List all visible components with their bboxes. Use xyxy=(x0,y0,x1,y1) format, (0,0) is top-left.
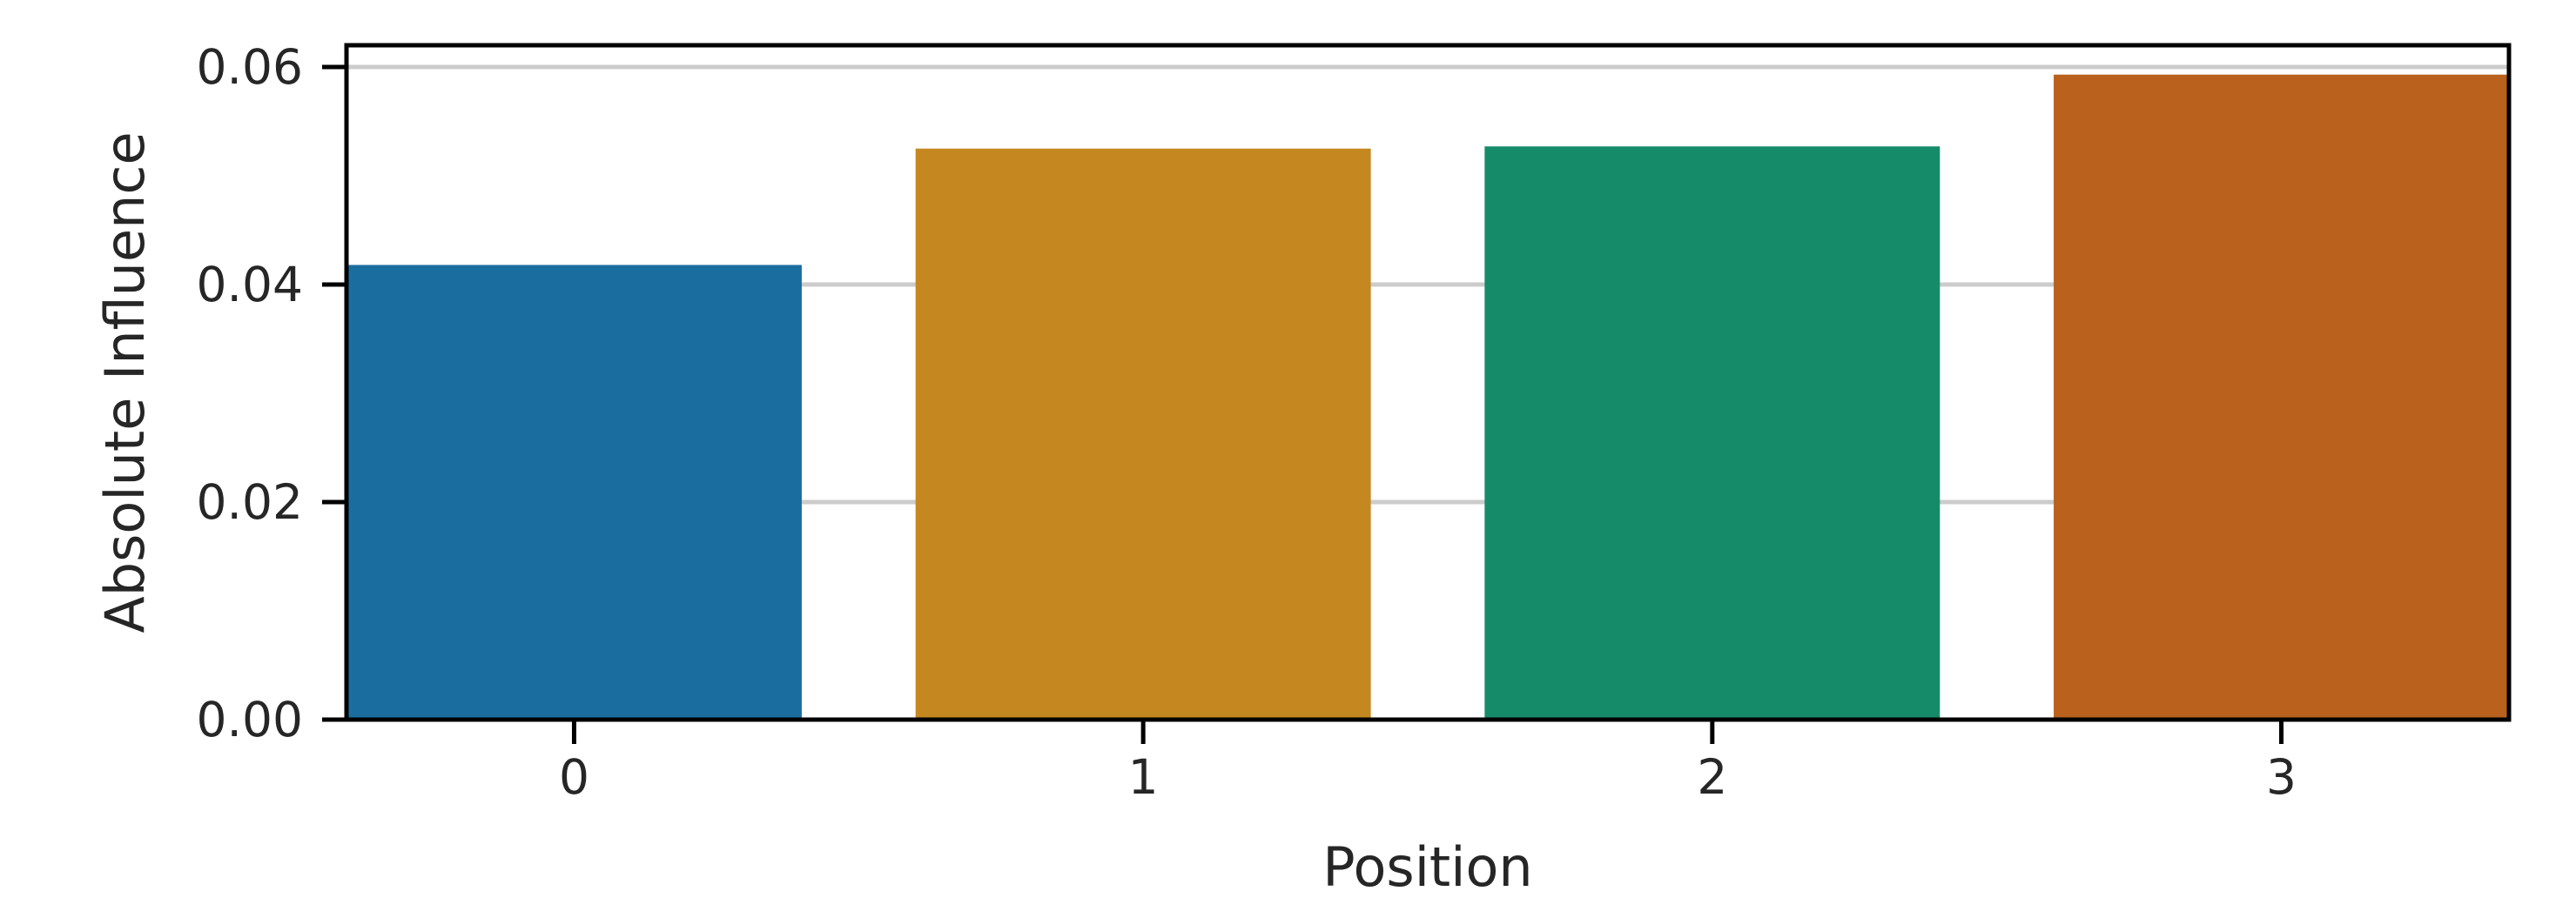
x-axis-label: Position xyxy=(1322,835,1532,899)
x-axis-ticks: 0 1 2 3 xyxy=(559,720,2297,805)
x-tick-label: 1 xyxy=(1128,749,1159,805)
y-tick-label: 0.06 xyxy=(197,39,303,95)
bars xyxy=(346,74,2509,720)
bar-0 xyxy=(346,265,802,720)
plot-frame xyxy=(344,43,2512,722)
bar-3 xyxy=(2054,74,2509,720)
x-tick-label: 0 xyxy=(559,749,589,805)
x-tick-label: 3 xyxy=(2266,749,2297,805)
x-tick-label: 2 xyxy=(1697,749,1727,805)
y-axis-label: Absolute Influence xyxy=(93,131,157,633)
y-tick-label: 0.00 xyxy=(197,692,303,747)
bar-2 xyxy=(1484,146,1940,720)
y-axis-ticks: 0.00 0.02 0.04 0.06 xyxy=(197,39,346,747)
y-tick-label: 0.04 xyxy=(197,257,303,312)
bar-1 xyxy=(915,148,1371,720)
y-tick-label: 0.02 xyxy=(197,474,303,530)
